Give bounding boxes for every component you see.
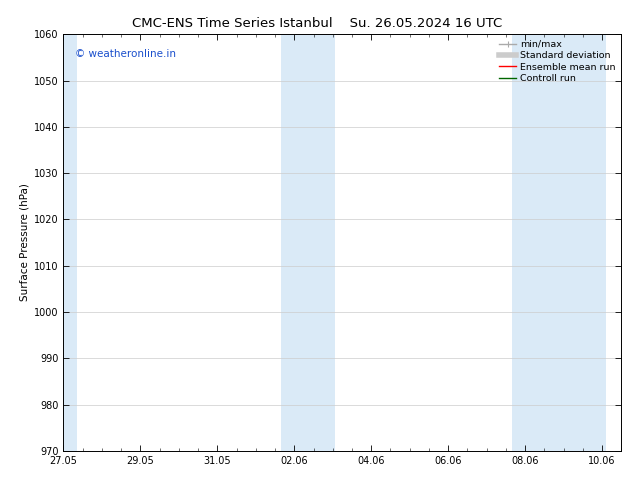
- Bar: [281, 34, 335, 451]
- Legend: min/max, Standard deviation, Ensemble mean run, Controll run: min/max, Standard deviation, Ensemble me…: [496, 36, 619, 87]
- Bar: [61, 34, 77, 451]
- Text: CMC-ENS Time Series Istanbul    Su. 26.05.2024 16 UTC: CMC-ENS Time Series Istanbul Su. 26.05.2…: [132, 17, 502, 30]
- Bar: [512, 34, 606, 451]
- Text: © weatheronline.in: © weatheronline.in: [75, 49, 176, 59]
- Y-axis label: Surface Pressure (hPa): Surface Pressure (hPa): [20, 184, 30, 301]
